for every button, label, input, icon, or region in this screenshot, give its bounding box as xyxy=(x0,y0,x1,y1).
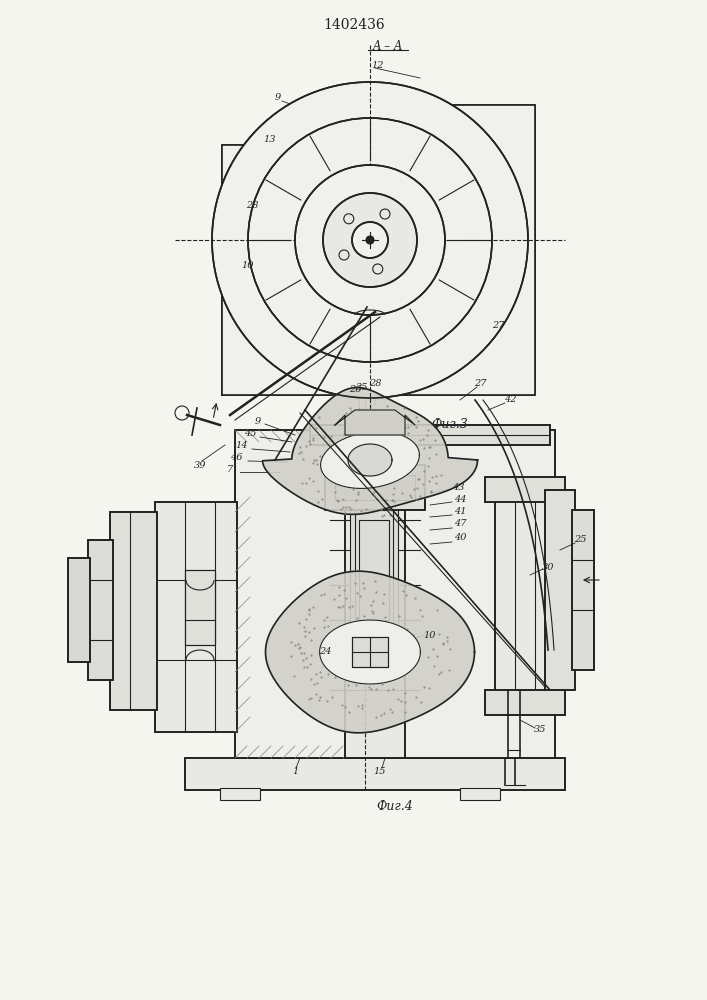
Text: 46: 46 xyxy=(230,454,243,462)
Text: Фиг.3: Фиг.3 xyxy=(432,418,468,432)
Bar xyxy=(460,788,500,800)
Circle shape xyxy=(366,236,374,244)
Bar xyxy=(485,477,565,502)
Text: 45: 45 xyxy=(244,430,256,438)
Text: 41: 41 xyxy=(454,508,466,516)
Text: 28: 28 xyxy=(246,200,258,210)
Bar xyxy=(185,758,565,790)
Text: 35: 35 xyxy=(356,383,368,392)
Bar xyxy=(350,500,398,640)
Circle shape xyxy=(352,222,388,258)
Text: 43: 43 xyxy=(452,483,464,491)
Polygon shape xyxy=(222,105,535,395)
Polygon shape xyxy=(262,388,477,514)
Polygon shape xyxy=(348,444,392,476)
Text: 47: 47 xyxy=(454,520,466,528)
Bar xyxy=(155,502,237,732)
Text: 25: 25 xyxy=(574,536,586,544)
Bar xyxy=(545,490,575,690)
Bar xyxy=(88,540,113,680)
Text: 15: 15 xyxy=(374,768,386,776)
Circle shape xyxy=(295,165,445,315)
Text: 42: 42 xyxy=(504,395,516,404)
Text: 14: 14 xyxy=(235,442,248,450)
Bar xyxy=(325,465,425,510)
Circle shape xyxy=(323,193,417,287)
Bar xyxy=(355,510,393,630)
Text: 30: 30 xyxy=(542,562,554,572)
Bar xyxy=(185,570,215,645)
Text: 24: 24 xyxy=(319,648,332,656)
Text: 44: 44 xyxy=(454,495,466,504)
Polygon shape xyxy=(266,571,474,733)
Bar xyxy=(235,430,555,758)
Polygon shape xyxy=(320,432,419,488)
Bar xyxy=(345,430,405,758)
Circle shape xyxy=(248,118,492,362)
Bar xyxy=(495,485,550,705)
Text: 13: 13 xyxy=(264,135,276,144)
Text: 12: 12 xyxy=(372,60,384,70)
Text: 27: 27 xyxy=(474,378,486,387)
Bar xyxy=(495,485,550,705)
Polygon shape xyxy=(335,410,415,435)
Bar xyxy=(325,465,425,510)
Bar xyxy=(352,637,388,667)
Bar xyxy=(352,637,388,667)
Bar xyxy=(68,558,90,662)
Bar xyxy=(359,520,389,620)
Bar xyxy=(185,570,215,645)
Text: 27: 27 xyxy=(492,320,504,330)
Bar xyxy=(345,430,405,758)
Bar xyxy=(155,502,237,732)
Text: 10: 10 xyxy=(242,260,255,269)
Text: 7: 7 xyxy=(227,466,233,475)
Text: 1402436: 1402436 xyxy=(323,18,385,32)
Bar xyxy=(310,425,550,445)
Bar xyxy=(68,558,90,662)
Bar xyxy=(88,540,113,680)
Text: 28: 28 xyxy=(369,378,381,387)
Text: 35: 35 xyxy=(534,726,547,734)
Text: 9: 9 xyxy=(275,94,281,103)
Bar xyxy=(110,512,157,710)
Bar xyxy=(335,475,415,500)
Text: 10: 10 xyxy=(423,631,436,640)
Bar xyxy=(485,690,565,715)
Bar xyxy=(485,477,565,502)
Bar xyxy=(545,490,575,690)
Text: 40: 40 xyxy=(454,534,466,542)
Polygon shape xyxy=(320,620,421,684)
Text: 1: 1 xyxy=(292,768,298,776)
Text: 9: 9 xyxy=(255,418,261,426)
Circle shape xyxy=(212,82,528,398)
Bar xyxy=(185,758,565,790)
Bar xyxy=(572,510,594,670)
Bar xyxy=(235,430,555,758)
Text: A – A: A – A xyxy=(373,39,403,52)
Bar xyxy=(110,512,157,710)
Bar xyxy=(572,510,594,670)
Bar xyxy=(220,788,260,800)
Text: 26: 26 xyxy=(349,385,361,394)
Text: Фиг.4: Фиг.4 xyxy=(377,800,414,814)
Text: 39: 39 xyxy=(194,460,206,470)
Bar xyxy=(485,690,565,715)
Bar xyxy=(310,425,550,445)
